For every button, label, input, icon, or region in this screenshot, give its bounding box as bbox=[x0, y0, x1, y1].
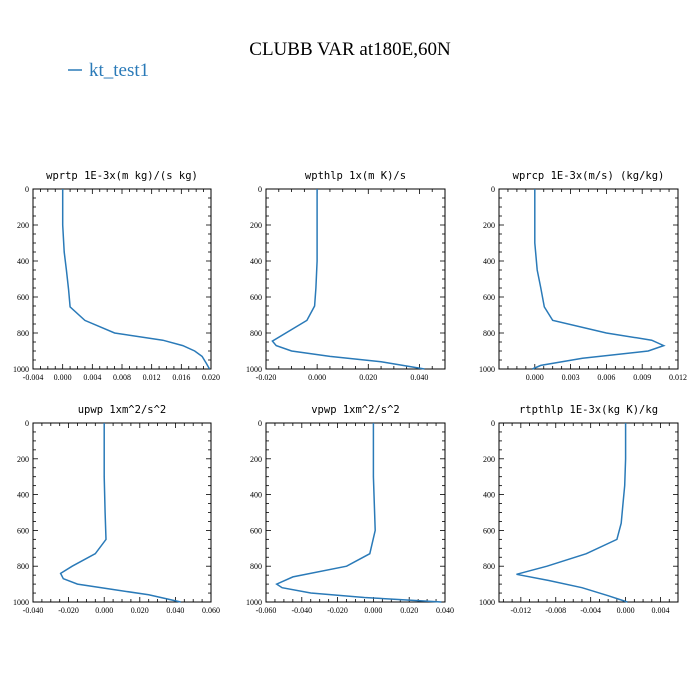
series-line-kt_test1 bbox=[59, 423, 181, 603]
x-tick-label: -0.020 bbox=[327, 606, 348, 615]
x-tick-label: -0.040 bbox=[291, 606, 312, 615]
y-tick-label: 0 bbox=[258, 185, 262, 194]
subplot-5: vpwp 1xm^2/s^2 0 200 400 600 800 1000-0.060 -0.… bbox=[246, 404, 454, 615]
plot-frame bbox=[265, 188, 446, 370]
x-tick-label: -0.004 bbox=[23, 373, 44, 382]
y-tick-label: 0 bbox=[25, 419, 29, 428]
x-tick-label: 0.006 bbox=[597, 373, 615, 382]
x-tick-label: 0.040 bbox=[410, 373, 428, 382]
y-tick-label: 0 bbox=[491, 185, 495, 194]
subplot-title: wpthlp 1x(m K)/s bbox=[305, 170, 406, 182]
x-tick-label: 0.000 bbox=[617, 606, 635, 615]
plot-frame bbox=[32, 422, 212, 603]
x-tick-label: 0.040 bbox=[166, 606, 184, 615]
y-tick-label: 1000 bbox=[13, 598, 29, 607]
x-tick-label: -0.008 bbox=[545, 606, 566, 615]
y-tick-label: 600 bbox=[17, 293, 29, 302]
x-tick-label: 0.000 bbox=[364, 606, 382, 615]
y-tick-label: 800 bbox=[250, 329, 262, 338]
figure-title: CLUBB VAR at180E,60N bbox=[249, 39, 451, 60]
subplot-title: upwp 1xm^2/s^2 bbox=[78, 404, 167, 416]
series-line-kt_test1 bbox=[516, 423, 628, 603]
series-line-kt_test1 bbox=[275, 423, 442, 603]
x-tick-label: 0.000 bbox=[308, 373, 326, 382]
series-line-kt_test1 bbox=[61, 189, 211, 370]
y-tick-label: 600 bbox=[250, 293, 262, 302]
legend-label: kt_test1 bbox=[89, 60, 149, 81]
x-tick-label: -0.020 bbox=[256, 373, 277, 382]
y-tick-label: 400 bbox=[483, 257, 495, 266]
y-tick-label: 200 bbox=[250, 455, 262, 464]
x-tick-label: 0.020 bbox=[131, 606, 149, 615]
y-tick-label: 200 bbox=[250, 221, 262, 230]
y-tick-label: 1000 bbox=[246, 365, 262, 374]
x-tick-label: -0.012 bbox=[510, 606, 531, 615]
y-tick-label: 1000 bbox=[246, 598, 262, 607]
x-tick-label: 0.009 bbox=[633, 373, 651, 382]
y-tick-label: 0 bbox=[25, 185, 29, 194]
y-tick-label: 600 bbox=[250, 526, 262, 535]
y-tick-label: 800 bbox=[250, 562, 262, 571]
y-tick-label: 800 bbox=[483, 329, 495, 338]
subplot-title: wprcp 1E-3x(m/s) (kg/kg) bbox=[513, 170, 665, 182]
subplot-2: wpthlp 1x(m K)/s 0 200 400 600 800 1000-0.020 0… bbox=[246, 170, 446, 382]
x-tick-label: 0.000 bbox=[95, 606, 113, 615]
x-tick-label: 0.020 bbox=[359, 373, 377, 382]
subplot-grid: wprtp 1E-3x(m kg)/(s kg) 0 200 400 600 800 100… bbox=[13, 170, 687, 615]
y-tick-label: 400 bbox=[17, 491, 29, 500]
y-tick-label: 0 bbox=[258, 419, 262, 428]
y-tick-label: 200 bbox=[483, 455, 495, 464]
x-tick-label: -0.020 bbox=[58, 606, 79, 615]
x-tick-label: -0.060 bbox=[256, 606, 277, 615]
x-tick-label: 0.004 bbox=[83, 373, 101, 382]
plot-frame bbox=[498, 188, 679, 370]
y-tick-label: 600 bbox=[483, 293, 495, 302]
x-tick-label: 0.003 bbox=[562, 373, 580, 382]
y-tick-label: 600 bbox=[17, 526, 29, 535]
x-tick-label: 0.020 bbox=[202, 373, 220, 382]
y-tick-label: 600 bbox=[483, 526, 495, 535]
x-tick-label: -0.040 bbox=[23, 606, 44, 615]
series-line-kt_test1 bbox=[271, 189, 425, 370]
x-tick-label: 0.004 bbox=[652, 606, 670, 615]
subplot-6: rtpthlp 1E-3x(kg K)/kg 0 200 400 600 800 1000 -… bbox=[479, 404, 679, 615]
x-tick-label: 0.016 bbox=[172, 373, 190, 382]
x-tick-label: 0.000 bbox=[54, 373, 72, 382]
subplot-1: wprtp 1E-3x(m kg)/(s kg) 0 200 400 600 800 100… bbox=[13, 170, 220, 382]
x-tick-label: 0.040 bbox=[436, 606, 454, 615]
plot-frame bbox=[498, 422, 679, 603]
x-tick-label: 0.008 bbox=[113, 373, 131, 382]
y-tick-label: 1000 bbox=[479, 365, 495, 374]
y-tick-label: 800 bbox=[17, 562, 29, 571]
x-tick-label: 0.020 bbox=[400, 606, 418, 615]
subplot-3: wprcp 1E-3x(m/s) (kg/kg) 0 200 400 600 800 100… bbox=[479, 170, 687, 382]
x-tick-label: 0.012 bbox=[669, 373, 687, 382]
y-tick-label: 800 bbox=[483, 562, 495, 571]
y-tick-label: 200 bbox=[483, 221, 495, 230]
subplot-title: wprtp 1E-3x(m kg)/(s kg) bbox=[46, 170, 198, 182]
y-tick-label: 1000 bbox=[479, 598, 495, 607]
subplot-title: vpwp 1xm^2/s^2 bbox=[311, 404, 400, 416]
plot-frame bbox=[265, 422, 446, 603]
y-tick-label: 200 bbox=[17, 221, 29, 230]
y-tick-label: 400 bbox=[483, 491, 495, 500]
subplot-title: rtpthlp 1E-3x(kg K)/kg bbox=[519, 404, 658, 416]
x-tick-label: 0.060 bbox=[202, 606, 220, 615]
y-tick-label: 1000 bbox=[13, 365, 29, 374]
subplot-4: upwp 1xm^2/s^2 0 200 400 600 800 1000-0.040 -0.… bbox=[13, 404, 220, 615]
y-tick-label: 400 bbox=[250, 491, 262, 500]
legend: kt_test1 bbox=[68, 60, 149, 81]
x-tick-label: 0.012 bbox=[143, 373, 161, 382]
series-line-kt_test1 bbox=[532, 189, 666, 370]
y-tick-label: 200 bbox=[17, 455, 29, 464]
y-tick-label: 0 bbox=[491, 419, 495, 428]
plot-frame bbox=[32, 188, 212, 370]
x-tick-label: 0.000 bbox=[526, 373, 544, 382]
y-tick-label: 400 bbox=[17, 257, 29, 266]
y-tick-label: 400 bbox=[250, 257, 262, 266]
x-tick-label: -0.004 bbox=[580, 606, 601, 615]
y-tick-label: 800 bbox=[17, 329, 29, 338]
